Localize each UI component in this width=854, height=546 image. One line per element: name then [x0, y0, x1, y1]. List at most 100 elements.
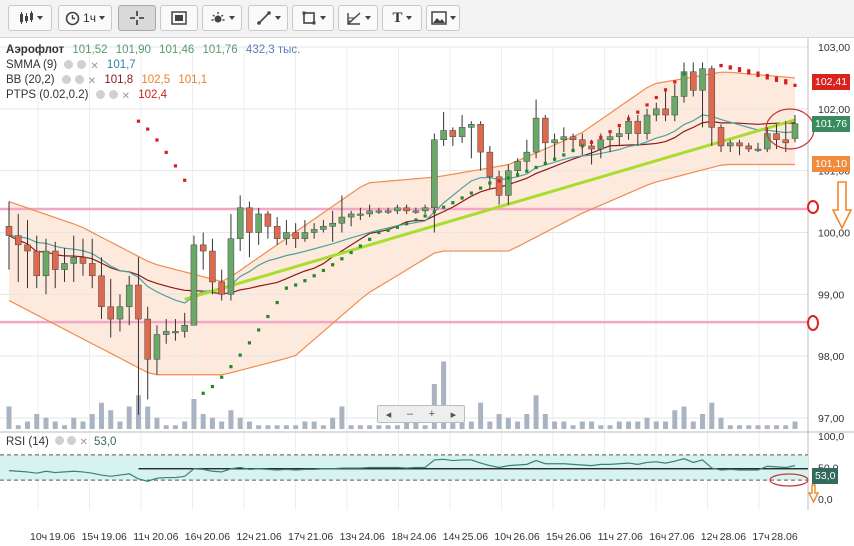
gear-icon[interactable]: [67, 436, 77, 445]
candle-body: [125, 284, 133, 307]
square-icon: [302, 11, 315, 25]
volume-bar: [533, 395, 539, 429]
psar-dot: [747, 69, 751, 73]
close-icon[interactable]: ✕: [79, 437, 88, 448]
ticker-open: 101,52: [72, 44, 108, 56]
psar-dot: [506, 176, 510, 180]
volume-bar: [783, 425, 789, 429]
volume-bar: [672, 410, 678, 429]
x-tick-date: 19.06: [49, 531, 75, 543]
candle-body: [79, 256, 87, 264]
psar-dot: [368, 237, 372, 241]
x-tick-date: 26.06: [513, 531, 539, 543]
volume-bar: [200, 414, 206, 429]
psar-dot: [479, 186, 483, 190]
psar-dot: [414, 218, 418, 222]
volume-bar: [737, 425, 743, 429]
bb-upper-line: [8, 71, 796, 283]
volume-bar: [459, 417, 465, 429]
fib-tool-button[interactable]: [338, 5, 378, 31]
candle-body: [88, 263, 96, 277]
volume-bar: [274, 425, 280, 429]
candle-body: [736, 142, 743, 147]
candle-body: [690, 71, 697, 91]
volume-bar: [653, 421, 659, 429]
ticker-close: 101,76: [202, 44, 238, 56]
volume-bar: [505, 417, 511, 429]
candle-body: [542, 117, 549, 144]
image-button[interactable]: [426, 5, 460, 31]
volume-bar: [34, 414, 40, 429]
zoom-out-button[interactable]: –: [406, 408, 414, 420]
y-tick-label: 98,00: [818, 351, 844, 363]
candle-body: [597, 139, 605, 150]
volume-bar: [348, 425, 354, 429]
volume-bar: [191, 399, 197, 429]
crosshair-button[interactable]: [118, 5, 156, 31]
bb-lower-line: [8, 163, 795, 376]
bb-upper: 102,5: [141, 74, 171, 86]
candle-body: [727, 142, 734, 147]
volume-bar: [357, 425, 363, 429]
x-tick-hour: 13ч: [340, 531, 357, 543]
bb-legend: BB (20,2) ✕ 101,8 102,5 101,1: [6, 74, 207, 87]
gear-icon[interactable]: [108, 90, 118, 99]
candle-body: [338, 216, 346, 224]
eye-icon[interactable]: [55, 436, 65, 445]
candle-body: [440, 130, 447, 140]
y-tick-label: 97,00: [818, 413, 844, 425]
eye-icon[interactable]: [95, 90, 105, 99]
price-chart[interactable]: 103,00102,00101,00100,0099,0098,0097,001…: [0, 38, 854, 546]
chart-type-button[interactable]: [8, 5, 52, 31]
psar-price-label: 102,41: [812, 74, 851, 90]
indicators-button[interactable]: [202, 5, 242, 31]
zoom-in-button[interactable]: +: [428, 408, 436, 420]
close-icon[interactable]: ✕: [90, 61, 99, 72]
shape-tool-button[interactable]: [292, 5, 334, 31]
candle-body: [70, 256, 77, 264]
psar-dot: [774, 76, 779, 80]
candle-body: [172, 331, 179, 334]
candle-body: [116, 306, 124, 320]
eye-icon[interactable]: [64, 60, 74, 69]
close-icon[interactable]: ✕: [87, 76, 97, 87]
candle-body: [5, 226, 13, 236]
gear-icon[interactable]: [74, 75, 84, 84]
level-marker: [807, 315, 819, 331]
scroll-right-button[interactable]: ▸: [450, 408, 457, 421]
screen-button[interactable]: [160, 5, 198, 31]
scroll-left-button[interactable]: ◂: [385, 408, 392, 421]
chevron-down-icon: [405, 16, 412, 20]
candle-body: [486, 151, 494, 178]
ticker-volume: 432,3 тыс.: [245, 44, 301, 56]
volume-bar: [441, 361, 447, 429]
chevron-down-icon: [36, 16, 43, 20]
volume-bar: [376, 425, 382, 429]
volume-bar: [6, 406, 12, 429]
candle-body: [162, 331, 170, 335]
psar-dot: [146, 127, 150, 131]
x-tick-date: 21.06: [307, 531, 333, 543]
psar-dot: [682, 72, 686, 76]
psar-dot: [266, 314, 270, 319]
gear-icon[interactable]: [77, 60, 87, 69]
psar-dot: [784, 81, 788, 85]
line-tool-button[interactable]: [248, 5, 288, 31]
psar-dot: [737, 67, 742, 71]
candle-body: [301, 232, 309, 239]
psar-dot: [626, 117, 631, 121]
text-tool-button[interactable]: T: [382, 5, 422, 31]
psar-dot: [442, 205, 446, 209]
candle-body: [662, 108, 669, 116]
rsi-value: 53,0: [94, 436, 117, 448]
close-icon[interactable]: ✕: [121, 91, 131, 102]
trend-line: [184, 118, 796, 301]
candle-body: [551, 139, 558, 144]
candle-body: [514, 161, 521, 171]
candle-body: [560, 136, 568, 140]
interval-button[interactable]: 1ч: [58, 5, 112, 31]
eye-icon[interactable]: [61, 75, 71, 84]
candle-body: [699, 68, 706, 91]
bb-name: BB (20,2): [6, 74, 55, 86]
x-tick-hour: 14ч: [443, 531, 460, 543]
